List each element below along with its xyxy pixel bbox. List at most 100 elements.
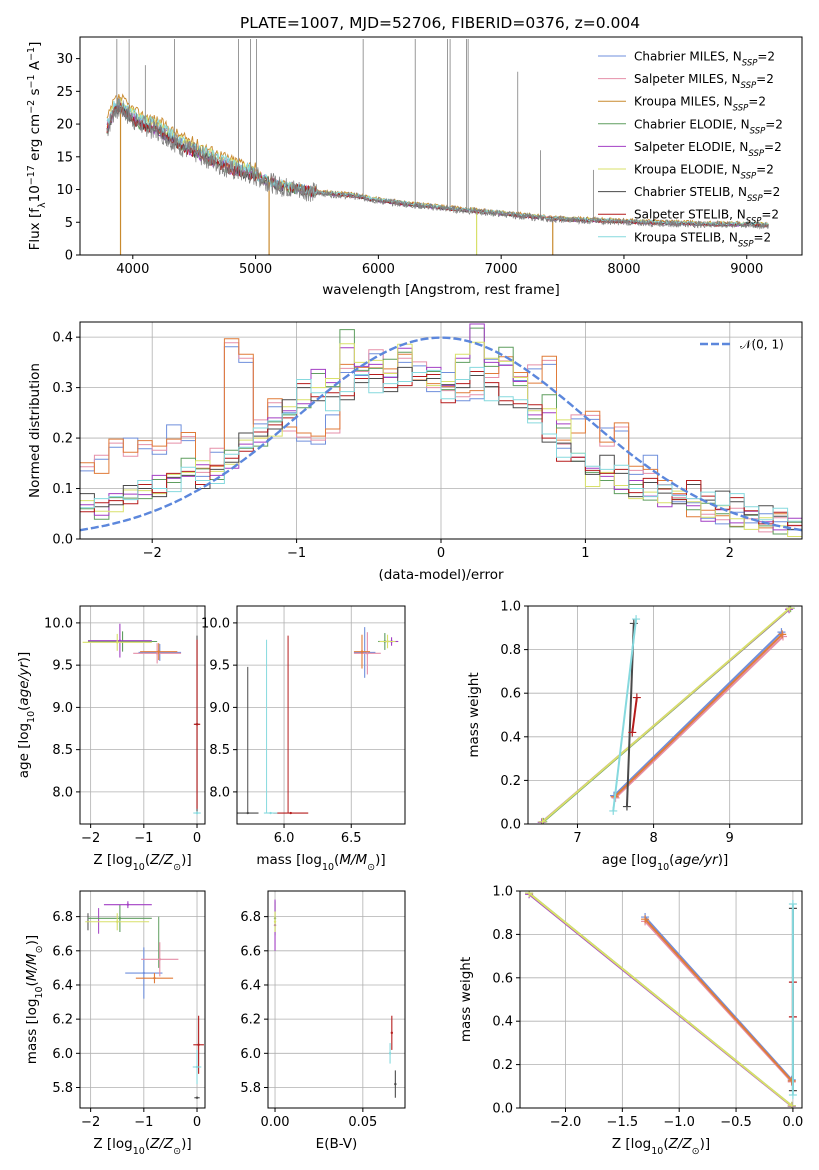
y-tick-label: 6.6: [240, 944, 261, 959]
y-tick-label: 0.1: [52, 482, 73, 497]
weight-marker: [641, 915, 650, 924]
y-tick-label: 8.0: [52, 785, 73, 800]
x-tick-label: −2: [143, 546, 162, 561]
data-point: [195, 1065, 199, 1069]
x-tick-label: 1: [581, 546, 589, 561]
weight-marker: [787, 1101, 796, 1108]
x-tick-label: 6.0: [274, 831, 295, 846]
weight-marker: [622, 802, 631, 811]
x-tick-label: −2.0: [550, 1115, 582, 1130]
spectrum-plot-area: [106, 38, 769, 255]
mass-vs-EBV-x-label: E(B-V): [316, 1136, 358, 1152]
data-point: [153, 976, 156, 980]
mass-vs-Z-y-label: mass [log10(M/M⊙)]: [24, 935, 45, 1064]
x-tick-label: 0: [437, 546, 445, 561]
y-tick-label: 6.4: [52, 978, 73, 993]
data-point: [118, 917, 122, 920]
mass-vs-Z-plot-area: [85, 901, 204, 1099]
x-tick-label: 0: [193, 1115, 201, 1130]
x-tick-label: 7: [573, 831, 581, 846]
y-tick-label: 6.6: [52, 944, 73, 959]
x-tick-label: 5000: [239, 262, 272, 277]
axes-frame: [236, 605, 406, 825]
weight-series-line: [612, 618, 638, 812]
y-tick-label: 5: [65, 216, 73, 231]
legend-label: 𝒩(0, 1): [740, 338, 784, 352]
data-point: [157, 650, 160, 653]
spectrum-panel: 4000 5000 6000 7000 8000 9000 0 5 10 15 20 25 30 wave…: [26, 36, 803, 298]
mass-vs-EBV-panel: 0.00 0.05 5.8 6.0 6.2 6.4 6.6 6.8 E(B-V): [240, 890, 406, 1152]
y-tick-label: 9.5: [52, 659, 73, 674]
x-tick-label: 9000: [730, 262, 763, 277]
y-tick-label: 0.4: [500, 730, 521, 745]
y-tick-label: 0.3: [52, 381, 73, 396]
y-tick-label: 5.8: [52, 1081, 73, 1096]
spectrum-x-label: wavelength [Angstrom, rest frame]: [322, 282, 560, 298]
y-tick-label: 1.0: [500, 600, 521, 615]
weight-series-line: [614, 635, 784, 799]
residuals-x-label: (data-model)/error: [378, 567, 504, 583]
weight-series-line: [631, 697, 638, 733]
y-tick-label: 6.2: [52, 1013, 73, 1028]
weight-vs-Z-panel: −2.0 −1.5 −1.0 −0.5 0.0 0.0 0.2 0.4 0.6 0.8 1.0 Z […: [458, 885, 803, 1157]
y-tick-label: 6.0: [240, 1047, 261, 1062]
x-tick-label: 2: [726, 546, 734, 561]
weight-vs-age-plot-area: [537, 606, 795, 824]
data-point: [366, 652, 369, 655]
y-tick-label: 0.0: [52, 533, 73, 548]
y-tick-label: 10.0: [44, 616, 73, 631]
legend-label: Kroupa STELIB, NSSP=2: [634, 230, 771, 249]
y-tick-label: 10: [56, 183, 73, 198]
x-tick-label: −2: [81, 1115, 100, 1130]
axes-frame: [527, 605, 803, 825]
age-vs-Z-plot-area: [82, 623, 201, 815]
age-vs-Z-y-label: age [log10(age/yr)]: [16, 652, 37, 778]
residuals-y-label: Normed distribution: [27, 363, 43, 498]
y-tick-label: 0.4: [52, 331, 73, 346]
x-tick-label: 0.0: [783, 1115, 804, 1130]
data-point: [116, 920, 119, 923]
axes-frame: [267, 890, 406, 1109]
model-spectrum-line: [106, 93, 769, 226]
mass-vs-Z-panel: −2 −1 0 5.8 6.0 6.2 6.4 6.6 6.8 Z [log10(Z/Z⊙)] ma…: [24, 890, 206, 1157]
axes-frame: [519, 890, 803, 1109]
data-point: [155, 652, 159, 655]
y-tick-label: 30: [56, 52, 73, 67]
weight-marker: [525, 891, 534, 898]
weight-series-line: [541, 607, 791, 823]
y-tick-label: 8.0: [209, 785, 230, 800]
x-tick-label: −1.0: [663, 1115, 695, 1130]
y-tick-label: 0.0: [500, 818, 521, 833]
x-tick-label: −2: [81, 831, 100, 846]
y-tick-label: 9.0: [209, 701, 230, 716]
y-tick-label: 6.8: [52, 910, 73, 925]
y-tick-label: 0.2: [52, 432, 73, 447]
weight-series-line: [613, 631, 783, 797]
observed-spectrum-line: [106, 97, 769, 230]
axes-frame: [79, 890, 206, 1109]
legend-label: Salpeter MILES, NSSP=2: [634, 72, 774, 91]
legend-label: Kroupa ELODIE, NSSP=2: [634, 163, 774, 182]
weight-vs-Z-y-label: mass weight: [458, 957, 474, 1042]
y-tick-label: 10.0: [201, 616, 230, 631]
y-tick-label: 6.2: [240, 1013, 261, 1028]
data-point: [388, 1052, 392, 1055]
data-point: [360, 650, 364, 653]
x-tick-label: −1: [134, 831, 153, 846]
data-point: [116, 641, 119, 644]
age-vs-mass-plot-area: [237, 627, 399, 815]
weight-series-line: [644, 918, 793, 1082]
x-tick-label: 7000: [485, 262, 518, 277]
data-point: [273, 920, 277, 923]
axes-frame: [79, 36, 803, 256]
x-tick-label: −1: [287, 546, 306, 561]
y-tick-label: 9.5: [209, 659, 230, 674]
x-tick-label: −0.5: [720, 1115, 752, 1130]
weight-marker: [609, 806, 618, 815]
data-point: [195, 1096, 199, 1099]
y-tick-label: 0.8: [492, 928, 513, 943]
data-point: [195, 723, 199, 726]
y-tick-label: 8.5: [209, 743, 230, 758]
weight-marker: [628, 728, 637, 737]
weight-marker: [785, 606, 794, 613]
